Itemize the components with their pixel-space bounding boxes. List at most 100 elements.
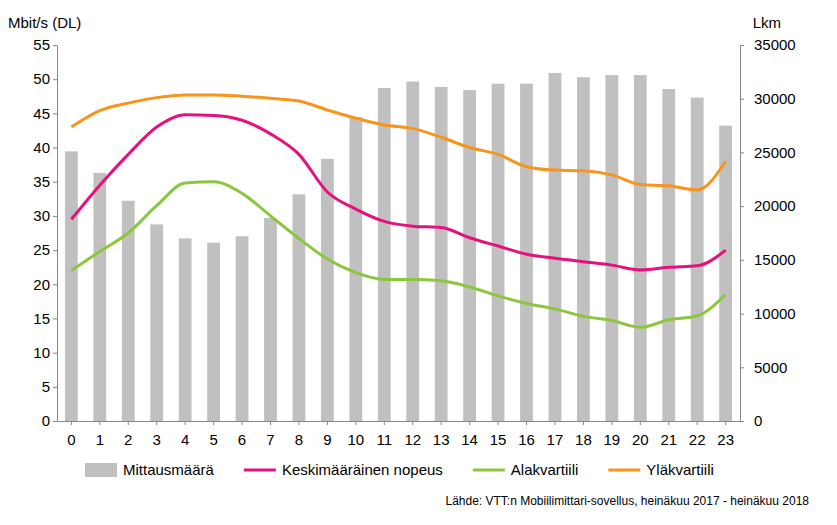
tick-mark bbox=[498, 421, 499, 425]
legend-swatch bbox=[244, 469, 276, 472]
tick: 22 bbox=[689, 421, 706, 448]
tick-label: 40 bbox=[33, 139, 50, 156]
tick: 1 bbox=[96, 421, 104, 448]
bar bbox=[492, 84, 505, 421]
tick-mark bbox=[740, 260, 744, 261]
tick-mark bbox=[583, 421, 584, 425]
tick: 23 bbox=[717, 421, 734, 448]
tick-mark bbox=[697, 421, 698, 425]
tick: 9 bbox=[323, 421, 331, 448]
tick-mark bbox=[554, 421, 555, 425]
tick-label: 35 bbox=[33, 173, 50, 190]
line bbox=[71, 182, 725, 328]
tick-label: 5000 bbox=[754, 359, 787, 376]
tick: 30000 bbox=[740, 90, 796, 107]
tick-mark bbox=[740, 206, 744, 207]
tick-mark bbox=[53, 182, 57, 183]
bar bbox=[349, 117, 362, 421]
bar bbox=[691, 98, 704, 421]
tick-label: 20000 bbox=[754, 197, 796, 214]
axis-title: Lkm bbox=[753, 14, 781, 31]
tick-label: 22 bbox=[689, 431, 706, 448]
tick-mark bbox=[740, 99, 744, 100]
tick-label: 14 bbox=[461, 431, 478, 448]
tick: 40 bbox=[33, 139, 57, 156]
tick: 35000 bbox=[740, 36, 796, 53]
bar bbox=[293, 194, 306, 421]
tick: 12 bbox=[404, 421, 421, 448]
tick-label: 15000 bbox=[754, 251, 796, 268]
tick-label: 4 bbox=[181, 431, 189, 448]
legend-label: Keskimääräinen nopeus bbox=[282, 461, 443, 478]
tick-mark bbox=[128, 421, 129, 425]
tick-mark bbox=[355, 421, 356, 425]
tick-label: 18 bbox=[575, 431, 592, 448]
tick-mark bbox=[327, 421, 328, 425]
tick-mark bbox=[526, 421, 527, 425]
line bbox=[71, 95, 725, 190]
tick-label: 45 bbox=[33, 105, 50, 122]
tick-mark bbox=[53, 250, 57, 251]
tick-label: 7 bbox=[266, 431, 274, 448]
tick-label: 16 bbox=[518, 431, 535, 448]
plot-area bbox=[65, 73, 732, 421]
tick: 18 bbox=[575, 421, 592, 448]
tick-label: 25000 bbox=[754, 144, 796, 161]
tick-label: 1 bbox=[96, 431, 104, 448]
tick-label: 5 bbox=[209, 431, 217, 448]
tick-mark bbox=[53, 79, 57, 80]
tick-label: 12 bbox=[404, 431, 421, 448]
tick: 4 bbox=[181, 421, 189, 448]
axis-title: Mbit/s (DL) bbox=[8, 14, 81, 31]
tick-label: 5 bbox=[42, 378, 50, 395]
tick: 3 bbox=[153, 421, 161, 448]
tick: 19 bbox=[604, 421, 621, 448]
tick-label: 3 bbox=[153, 431, 161, 448]
tick: 25000 bbox=[740, 144, 796, 161]
axis: 01234567891011121314151617181920212223 bbox=[58, 421, 741, 448]
tick-label: 15 bbox=[490, 431, 507, 448]
tick: 15 bbox=[490, 421, 507, 448]
tick-mark bbox=[156, 421, 157, 425]
tick: 14 bbox=[461, 421, 478, 448]
legend-swatch bbox=[473, 469, 505, 472]
tick: 17 bbox=[547, 421, 564, 448]
tick: 6 bbox=[238, 421, 246, 448]
tick: 11 bbox=[376, 421, 392, 448]
tick: 0 bbox=[740, 412, 762, 429]
tick-mark bbox=[441, 421, 442, 425]
tick-mark bbox=[412, 421, 413, 425]
tick-mark bbox=[298, 421, 299, 425]
tick: 20 bbox=[33, 276, 57, 293]
tick-mark bbox=[53, 113, 57, 114]
tick-mark bbox=[740, 421, 744, 422]
tick: 16 bbox=[518, 421, 535, 448]
tick-mark bbox=[53, 421, 57, 422]
tick-label: 13 bbox=[433, 431, 450, 448]
axis-line bbox=[740, 46, 741, 422]
tick: 0 bbox=[42, 412, 57, 429]
axis: 0510152025303540455055 bbox=[33, 36, 57, 429]
tick-label: 50 bbox=[33, 70, 50, 87]
axis: 05000100001500020000250003000035000 bbox=[740, 36, 796, 429]
tick-mark bbox=[53, 387, 57, 388]
bar bbox=[577, 77, 590, 421]
tick-label: 10 bbox=[33, 344, 50, 361]
tick-label: 6 bbox=[238, 431, 246, 448]
annotation: Lähde: VTT:n Mobiilimittari-sovellus, he… bbox=[445, 494, 809, 508]
tick-mark bbox=[213, 421, 214, 425]
tick: 5 bbox=[209, 421, 217, 448]
tick-label: 20 bbox=[632, 431, 649, 448]
tick-mark bbox=[53, 45, 57, 46]
tick: 7 bbox=[266, 421, 274, 448]
tick-label: 23 bbox=[717, 431, 734, 448]
bar bbox=[463, 90, 476, 421]
tick: 10 bbox=[347, 421, 364, 448]
tick: 5000 bbox=[740, 359, 787, 376]
tick: 30 bbox=[33, 207, 57, 224]
tick-mark bbox=[53, 318, 57, 319]
tick-label: 25 bbox=[33, 241, 50, 258]
legend-label: Alakvartiili bbox=[511, 461, 579, 478]
tick-mark bbox=[53, 148, 57, 149]
tick-mark bbox=[53, 216, 57, 217]
